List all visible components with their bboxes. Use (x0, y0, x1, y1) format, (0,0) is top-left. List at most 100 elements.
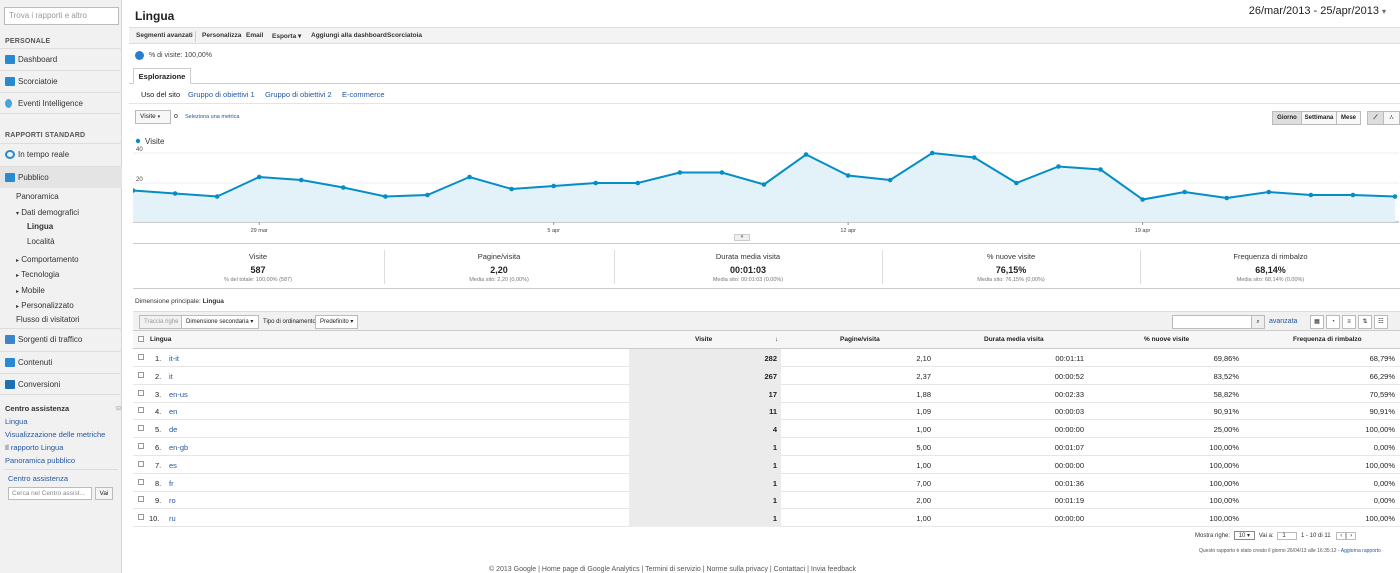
language-link[interactable]: ru (169, 514, 176, 524)
data-point[interactable] (929, 150, 935, 156)
data-point[interactable] (635, 180, 641, 186)
sort-desc-icon[interactable]: ↓ (775, 336, 779, 343)
plot-rows-button[interactable]: Traccia righe (139, 315, 184, 329)
report-search-input[interactable]: Trova i rapporti e altro (4, 7, 119, 25)
data-point[interactable] (719, 170, 725, 175)
customize-button[interactable]: Personalizza (202, 32, 242, 39)
secondary-dimension-select[interactable]: Dimensione secondaria ▾ (181, 315, 259, 329)
sidebar-sub-demographics[interactable]: ▾ Dati demografici (16, 208, 79, 217)
language-link[interactable]: en-us (169, 389, 188, 399)
sidebar-item-realtime[interactable]: In tempo reale (0, 143, 122, 165)
help-link[interactable]: Lingua (5, 417, 28, 426)
next-page-icon[interactable]: › (1346, 532, 1357, 540)
prev-page-icon[interactable]: ‹ (1336, 532, 1347, 540)
advanced-segments-button[interactable]: Segmenti avanzati (136, 32, 193, 39)
collapse-chart-icon[interactable]: ▾ (734, 234, 750, 241)
row-checkbox[interactable] (138, 496, 144, 503)
month-button[interactable]: Mese (1336, 111, 1361, 125)
data-point[interactable] (1308, 192, 1314, 198)
language-link[interactable]: de (169, 425, 178, 435)
data-point[interactable] (1266, 189, 1272, 195)
row-checkbox[interactable] (138, 425, 144, 432)
data-point[interactable] (887, 177, 893, 183)
search-icon[interactable]: ⌕ (1251, 315, 1265, 329)
data-point[interactable] (467, 174, 472, 180)
data-point[interactable] (133, 188, 136, 193)
select-metric-link[interactable]: Seleziona una metrica (185, 114, 240, 120)
day-button[interactable]: Giorno (1272, 111, 1302, 125)
data-point[interactable] (1392, 194, 1398, 199)
sidebar-item-traffic[interactable]: Sorgenti di traffico (0, 328, 122, 350)
help-link[interactable]: Il rapporto Lingua (5, 443, 64, 452)
shortcut-button[interactable]: Scorciatoia (387, 32, 423, 39)
data-point[interactable] (593, 180, 599, 186)
language-link[interactable]: it-it (169, 354, 179, 363)
row-checkbox[interactable] (138, 371, 144, 378)
subtab-goal-set-2[interactable]: Gruppo di obiettivi 2 (265, 90, 332, 99)
sidebar-item-content[interactable]: Contenuti (0, 351, 122, 373)
primary-dimension-value[interactable]: Lingua (202, 298, 224, 305)
refresh-report-link[interactable]: Aggiorna rapporto (1340, 548, 1381, 554)
data-point[interactable] (425, 192, 430, 198)
header-pages-per-visit[interactable]: Pagine/visita (840, 336, 880, 343)
week-button[interactable]: Settimana (1301, 111, 1337, 125)
data-point[interactable] (1350, 192, 1356, 198)
header-visits[interactable]: Visite (695, 336, 713, 343)
sidebar-item-intelligence[interactable]: Eventi Intelligence (0, 92, 122, 114)
data-point[interactable] (551, 183, 556, 189)
data-point[interactable] (1056, 164, 1061, 169)
row-checkbox[interactable] (138, 354, 144, 360)
row-checkbox[interactable] (138, 460, 144, 467)
help-search-input[interactable]: Cerca nel Centro assist... (8, 487, 92, 500)
sidebar-item-dashboard[interactable]: Dashboard (0, 48, 122, 70)
data-point[interactable] (383, 194, 388, 199)
data-point[interactable] (1140, 197, 1145, 202)
subtab-site-usage[interactable]: Uso del sito (141, 90, 181, 99)
data-point[interactable] (341, 185, 346, 190)
sidebar-item-conversions[interactable]: Conversioni (0, 373, 122, 395)
data-point[interactable] (172, 191, 178, 196)
sidebar-sub-mobile[interactable]: ▸ Mobile (16, 286, 45, 295)
advanced-filter-link[interactable]: avanzata (1269, 318, 1298, 325)
sort-type-select[interactable]: Predefinito ▾ (315, 315, 359, 329)
add-to-dashboard-button[interactable]: Aggiungi alla dashboard (311, 32, 387, 39)
language-link[interactable]: en-gb (169, 443, 189, 452)
sidebar-item-shortcuts[interactable]: Scorciatoie (0, 70, 122, 92)
goto-page-input[interactable]: 1 (1277, 532, 1298, 540)
sidebar-item-audience[interactable]: Pubblico (0, 166, 122, 188)
show-rows-select[interactable]: 10 ▾ (1233, 531, 1256, 540)
export-button[interactable]: Esporta ▾ (272, 32, 301, 40)
metric-select[interactable]: Visite ▾ (135, 110, 171, 124)
performance-view-icon[interactable]: ≡ (1342, 315, 1356, 329)
sidebar-sub-custom[interactable]: ▸ Personalizzato (16, 301, 74, 310)
date-range-picker[interactable]: 26/mar/2013 - 25/apr/2013 ▾ (1249, 5, 1386, 17)
data-point[interactable] (1014, 180, 1019, 186)
header-language[interactable]: Lingua (150, 336, 172, 343)
row-checkbox[interactable] (138, 407, 144, 414)
comparison-view-icon[interactable]: ⇅ (1358, 315, 1372, 329)
language-link[interactable]: es (169, 460, 177, 470)
row-checkbox[interactable] (138, 478, 144, 485)
sidebar-sub-location[interactable]: Località (27, 237, 55, 246)
data-point[interactable] (214, 194, 220, 199)
header-avg-duration[interactable]: Durata media visita (984, 336, 1044, 343)
data-point[interactable] (761, 182, 767, 187)
line-chart-icon[interactable]: ⟋ (1367, 111, 1384, 125)
data-point[interactable] (256, 174, 262, 180)
sidebar-sub-language[interactable]: Lingua (27, 222, 54, 231)
help-link[interactable]: Panoramica pubblico (5, 456, 76, 465)
data-point[interactable] (1098, 167, 1103, 172)
sidebar-sub-flow[interactable]: Flusso di visitatori (16, 315, 80, 324)
data-point[interactable] (972, 155, 977, 160)
data-point[interactable] (1182, 189, 1187, 195)
motion-chart-icon[interactable]: ∴ (1383, 111, 1400, 125)
help-link[interactable]: Visualizzazione delle metriche (5, 430, 106, 439)
email-button[interactable]: Email (246, 32, 264, 39)
data-point[interactable] (845, 173, 851, 178)
language-link[interactable]: it (169, 371, 173, 381)
data-point[interactable] (1224, 195, 1230, 201)
language-link[interactable]: fr (169, 478, 174, 488)
select-all-checkbox[interactable] (138, 336, 144, 342)
table-view-icon[interactable]: ▦ (1310, 315, 1324, 329)
language-link[interactable]: ro (169, 496, 176, 506)
